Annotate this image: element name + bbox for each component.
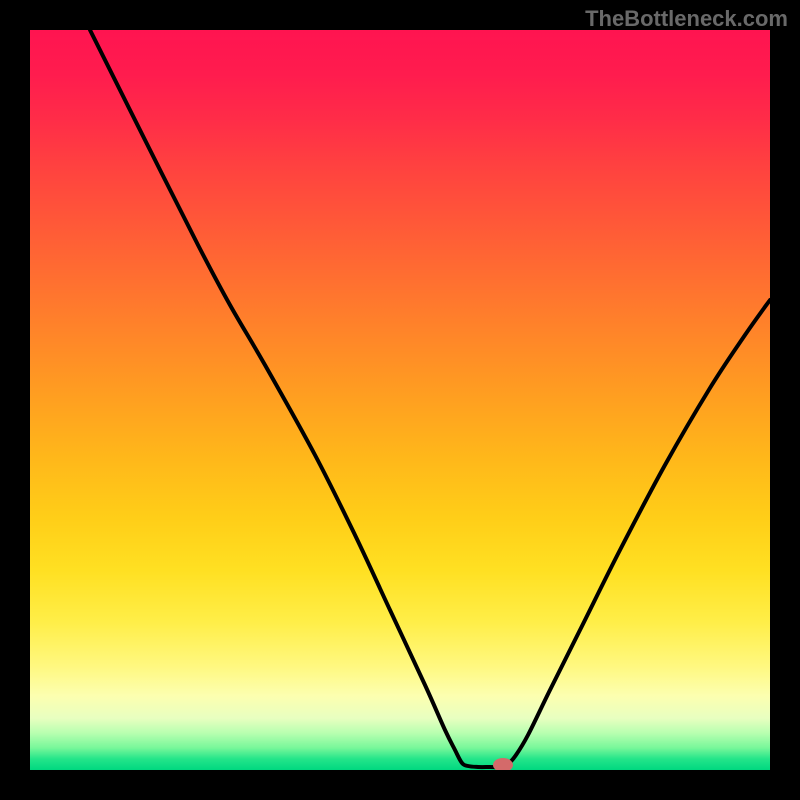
plot-area [30, 30, 770, 770]
bottleneck-curve-svg [30, 30, 770, 770]
bottleneck-curve [90, 30, 770, 767]
watermark-text: TheBottleneck.com [585, 6, 788, 32]
optimal-point-marker [493, 758, 513, 770]
